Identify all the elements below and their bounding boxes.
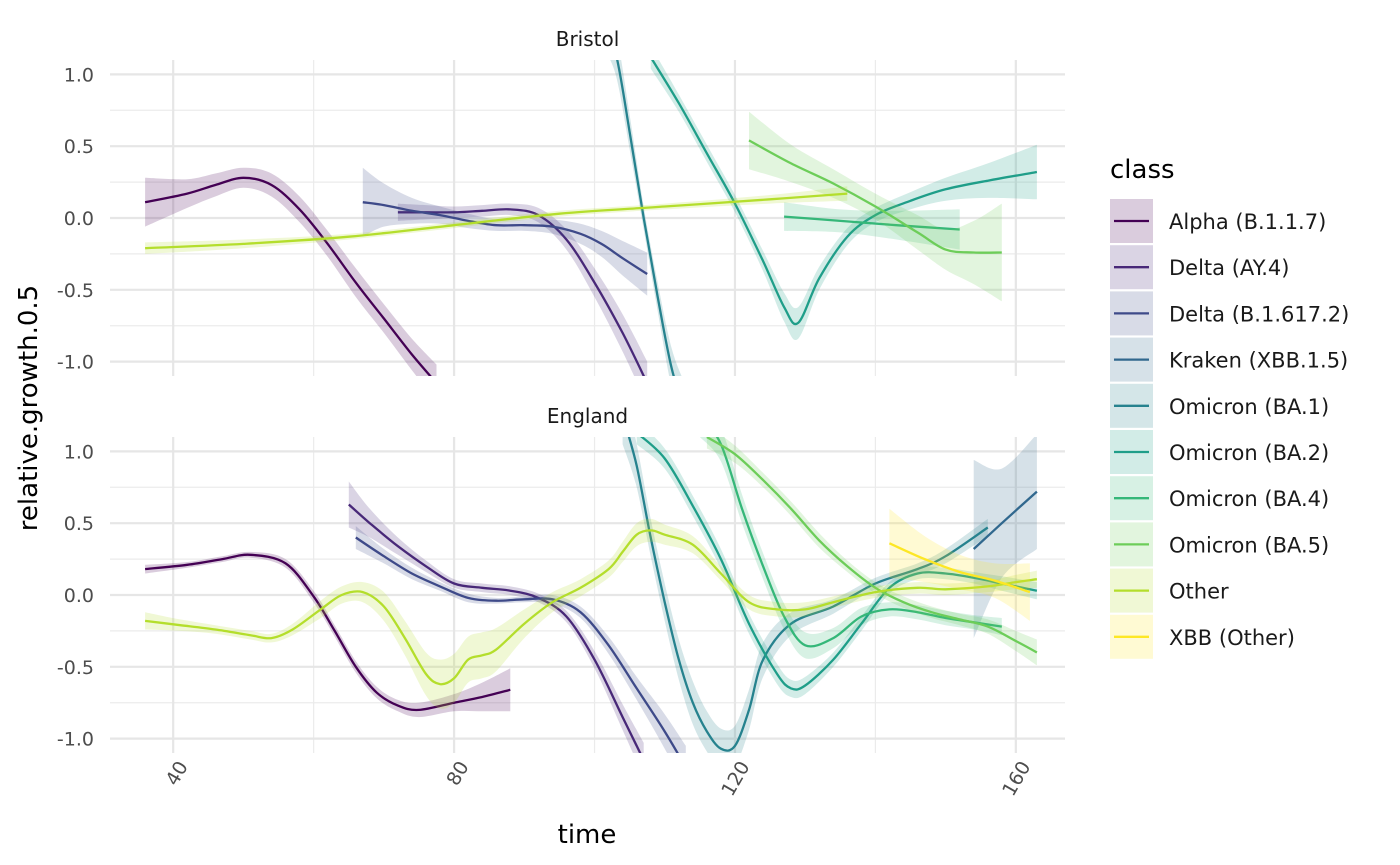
legend-label: Kraken (XBB.1.5) bbox=[1169, 349, 1348, 373]
legend-item-omicron-ba-4: Omicron (BA.4) bbox=[1110, 476, 1329, 521]
y-tick-label: -1.0 bbox=[57, 729, 94, 751]
line-delta-b-1-617-2 bbox=[355, 536, 679, 753]
legend-label: Omicron (BA.5) bbox=[1169, 533, 1329, 557]
x-axis: 40 80 120 160 bbox=[162, 758, 1036, 800]
y-axis: -1.0 -0.5 0.0 0.5 1.0 bbox=[57, 64, 94, 373]
ribbon-alpha-b-1-1-7 bbox=[145, 551, 511, 718]
ribbon-delta-ay-4 bbox=[397, 203, 648, 376]
legend-item-omicron-ba-2: Omicron (BA.2) bbox=[1110, 430, 1329, 474]
gridlines bbox=[110, 60, 1065, 376]
legend-item-alpha-b-1-1-7: Alpha (B.1.1.7) bbox=[1110, 199, 1326, 243]
line-omicron-ba-5 bbox=[706, 437, 1038, 654]
legend-label: Omicron (BA.1) bbox=[1169, 395, 1329, 419]
legend-item-xbb-other: XBB (Other) bbox=[1110, 614, 1295, 659]
legend-item-omicron-ba-5: Omicron (BA.5) bbox=[1110, 522, 1329, 567]
legend: class Alpha (B.1.1.7) Delta (AY.4) Delta (… bbox=[1110, 155, 1349, 659]
ribbon-alpha-b-1-1-7 bbox=[145, 167, 437, 376]
legend-item-kraken-xbb-1-5: Kraken (XBB.1.5) bbox=[1110, 337, 1348, 382]
legend-label: Delta (B.1.617.2) bbox=[1169, 302, 1349, 326]
line-omicron-ba-2 bbox=[640, 437, 1038, 691]
facet-panels: Bristol -1.0 -0.5 0.0 0.5 1.0 England -1.0 -0.5 0… bbox=[57, 27, 1065, 753]
legend-label: Delta (AY.4) bbox=[1169, 256, 1289, 280]
line-omicron-ba-2 bbox=[651, 60, 1038, 326]
facet-title-england: England bbox=[547, 404, 628, 428]
x-tick-label: 160 bbox=[998, 758, 1035, 800]
line-omicron-ba-1 bbox=[627, 437, 989, 752]
ribbon-omicron-ba-4 bbox=[784, 202, 960, 250]
legend-item-delta-b-1-617-2: Delta (B.1.617.2) bbox=[1110, 291, 1349, 336]
y-tick-label: -1.0 bbox=[57, 352, 94, 374]
legend-label: XBB (Other) bbox=[1169, 626, 1295, 650]
legend-label: Alpha (B.1.1.7) bbox=[1169, 210, 1326, 234]
line-alpha-b-1-1-7 bbox=[144, 176, 432, 376]
x-tick-label: 120 bbox=[717, 758, 754, 800]
ribbon-delta-b-1-617-2 bbox=[355, 526, 686, 753]
line-omicron-ba-1 bbox=[616, 60, 675, 376]
line-omicron-ba-4 bbox=[784, 215, 960, 231]
line-delta-ay-4 bbox=[348, 503, 642, 753]
y-tick-label: 0.5 bbox=[64, 136, 94, 158]
y-tick-label: 1.0 bbox=[64, 64, 94, 86]
y-tick-label: 0.0 bbox=[64, 208, 94, 230]
ribbon-omicron-ba-5 bbox=[706, 437, 1037, 666]
series-group bbox=[144, 60, 1038, 376]
line-delta-b-1-617-2 bbox=[362, 201, 648, 275]
line-other bbox=[144, 529, 1038, 686]
legend-item-delta-ay-4: Delta (AY.4) bbox=[1110, 245, 1289, 290]
y-tick-label: -0.5 bbox=[57, 280, 94, 302]
x-tick-label: 40 bbox=[162, 758, 193, 790]
ribbon-omicron-ba-4 bbox=[699, 437, 1002, 659]
ribbon-delta-b-1-617-2 bbox=[362, 167, 648, 296]
line-delta-ay-4 bbox=[397, 208, 646, 376]
y-axis: -1.0 -0.5 0.0 0.5 1.0 bbox=[57, 441, 94, 750]
y-tick-label: 1.0 bbox=[64, 441, 94, 463]
legend-title: class bbox=[1110, 155, 1175, 185]
y-tick-label: 0.5 bbox=[64, 513, 94, 535]
ribbon-other bbox=[145, 518, 1037, 709]
x-axis-title: time bbox=[558, 820, 617, 850]
ribbon-xbb-other bbox=[889, 508, 1030, 621]
legend-label: Omicron (BA.4) bbox=[1169, 487, 1329, 511]
line-omicron-ba-4 bbox=[715, 437, 1002, 648]
legend-label: Omicron (BA.2) bbox=[1169, 441, 1329, 465]
line-alpha-b-1-1-7 bbox=[144, 553, 511, 712]
y-tick-label: -0.5 bbox=[57, 657, 94, 679]
line-other bbox=[145, 192, 848, 250]
y-tick-label: 0.0 bbox=[64, 585, 94, 607]
facet-bristol: Bristol -1.0 -0.5 0.0 0.5 1.0 bbox=[57, 27, 1065, 376]
y-axis-title: relative.growth.0.5 bbox=[14, 285, 44, 531]
line-kraken-xbb-1-5 bbox=[972, 490, 1038, 550]
facet-england: England -1.0 -0.5 0.0 0.5 1.0 bbox=[57, 404, 1065, 753]
facet-title-bristol: Bristol bbox=[556, 27, 620, 51]
gridlines bbox=[110, 437, 1065, 753]
series-group bbox=[144, 437, 1038, 753]
ribbon-omicron-ba-1 bbox=[610, 60, 682, 376]
line-omicron-ba-5 bbox=[748, 139, 1002, 254]
x-tick-label: 80 bbox=[442, 758, 473, 790]
legend-item-other: Other bbox=[1110, 568, 1229, 613]
line-xbb-other bbox=[888, 542, 1031, 594]
legend-item-omicron-ba-1: Omicron (BA.1) bbox=[1110, 383, 1329, 428]
ribbon-kraken-xbb-1-5 bbox=[973, 437, 1037, 639]
legend-label: Other bbox=[1169, 580, 1229, 604]
